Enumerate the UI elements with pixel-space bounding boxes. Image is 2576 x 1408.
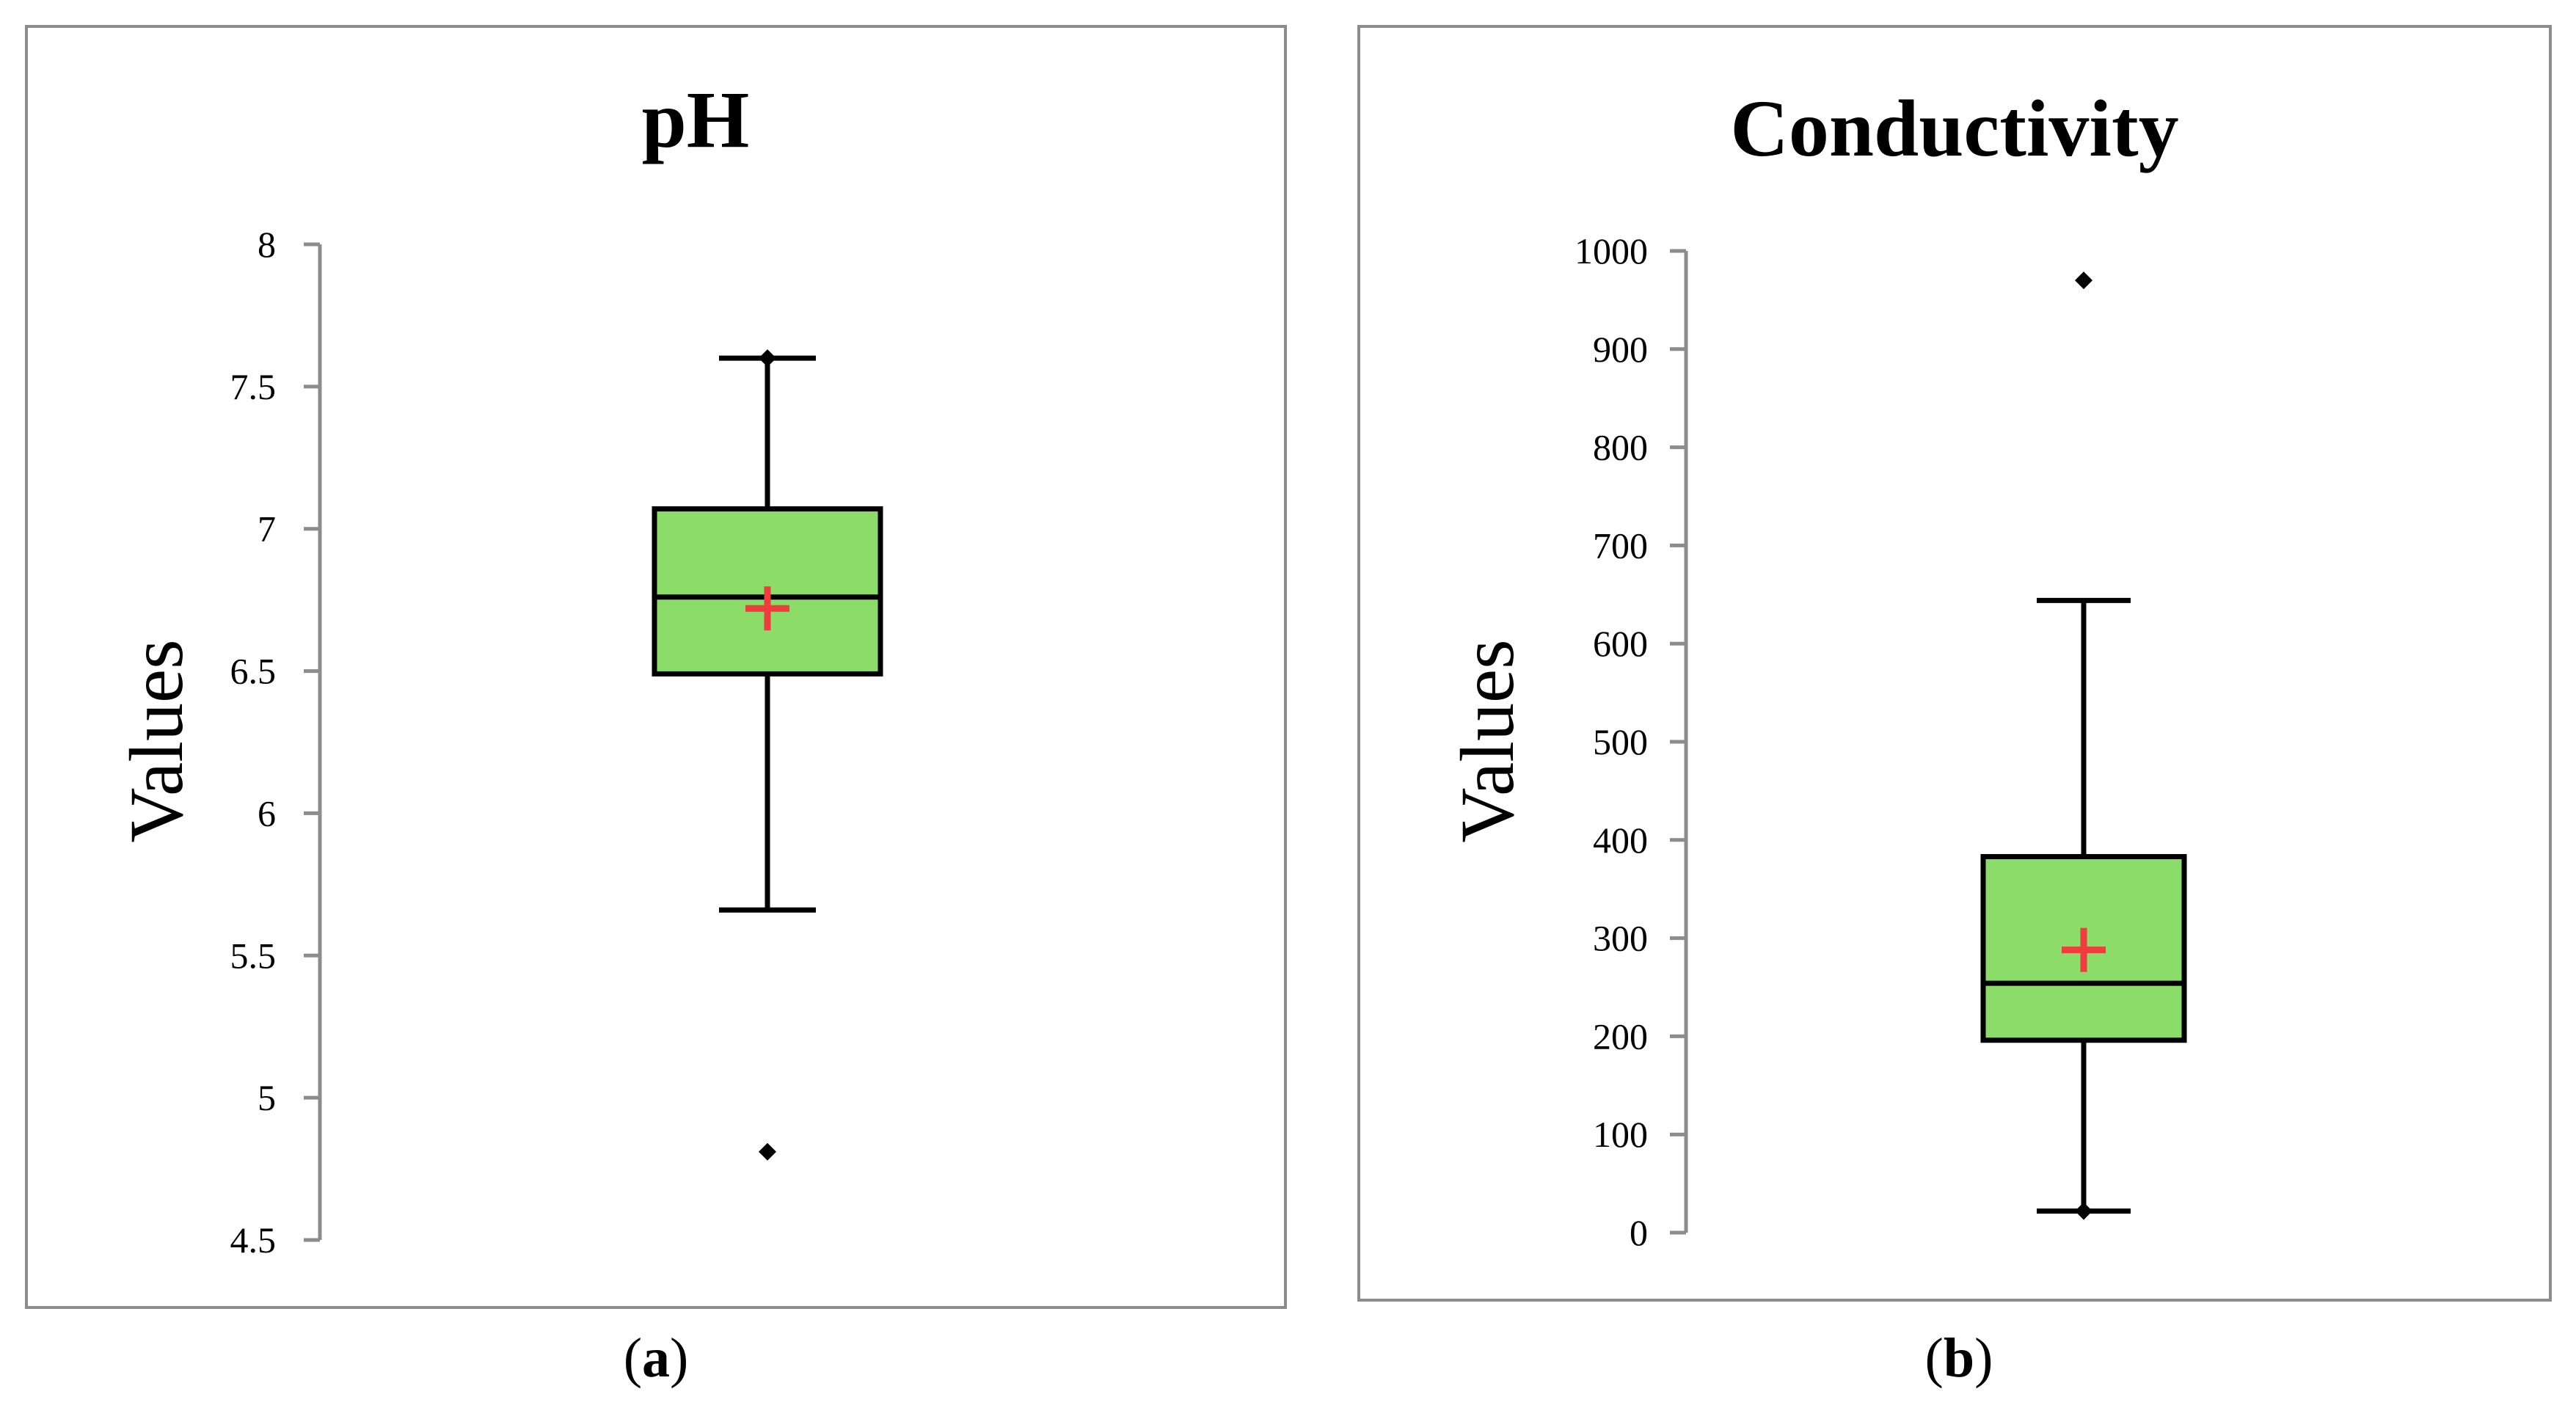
outlier-point [2075,271,2092,290]
y-tick-label: 100 [1593,1114,1648,1155]
y-tick-label: 1000 [1575,230,1648,271]
y-tick-label: 8 [258,224,276,265]
caption-close: ) [670,1327,688,1389]
panel-frame [1357,25,2552,1302]
caption-open: ( [1925,1327,1944,1389]
caption-open: ( [624,1327,642,1389]
mean-marker [745,586,789,631]
y-tick-label: 7 [258,508,276,550]
y-tick-label: 6 [258,792,276,834]
y-tick-label: 7.5 [230,366,277,407]
plot-area: 4.5 5 5.5 6 6.5 7 7.5 8 [230,224,883,1261]
y-axis-label: Values [114,639,199,842]
y-tick-label: 300 [1593,918,1648,959]
y-tick-label: 200 [1593,1015,1648,1057]
y-tick-label: 700 [1593,525,1648,566]
y-tick-label: 800 [1593,427,1648,468]
y-tick-label: 5 [258,1077,276,1118]
y-tick-label: 5.5 [230,935,277,976]
plot-area: 0 100 200 300 400 500 600 700 800 900 1000 [1575,230,2187,1253]
y-tick-label: 600 [1593,623,1648,664]
y-tick-label: 500 [1593,721,1648,762]
y-tick-label: 0 [1630,1212,1648,1253]
caption-letter: b [1944,1327,1974,1389]
caption-a: (a) [624,1327,689,1389]
outlier-point [759,349,776,368]
panel-ph: pH Values 4.5 5 5.5 6 6.5 7 7.5 8 [25,25,1287,1309]
caption-letter: a [642,1327,670,1389]
mean-marker [2062,927,2106,972]
y-tick-label: 400 [1593,820,1648,861]
y-tick-label: 4.5 [230,1219,277,1261]
chart-title: pH [642,75,750,164]
outlier-point [759,1142,776,1161]
y-tick-label: 6.5 [230,651,277,692]
outlier-point [2075,1202,2092,1220]
y-axis-label: Values [1445,639,1530,842]
caption-b: (b) [1925,1327,1993,1389]
y-tick-label: 900 [1593,329,1648,370]
chart-title: Conductivity [1730,84,2178,173]
panel-conductivity: Conductivity Values 0 100 200 300 400 500 600 7… [1357,25,2552,1302]
caption-close: ) [1974,1327,1993,1389]
